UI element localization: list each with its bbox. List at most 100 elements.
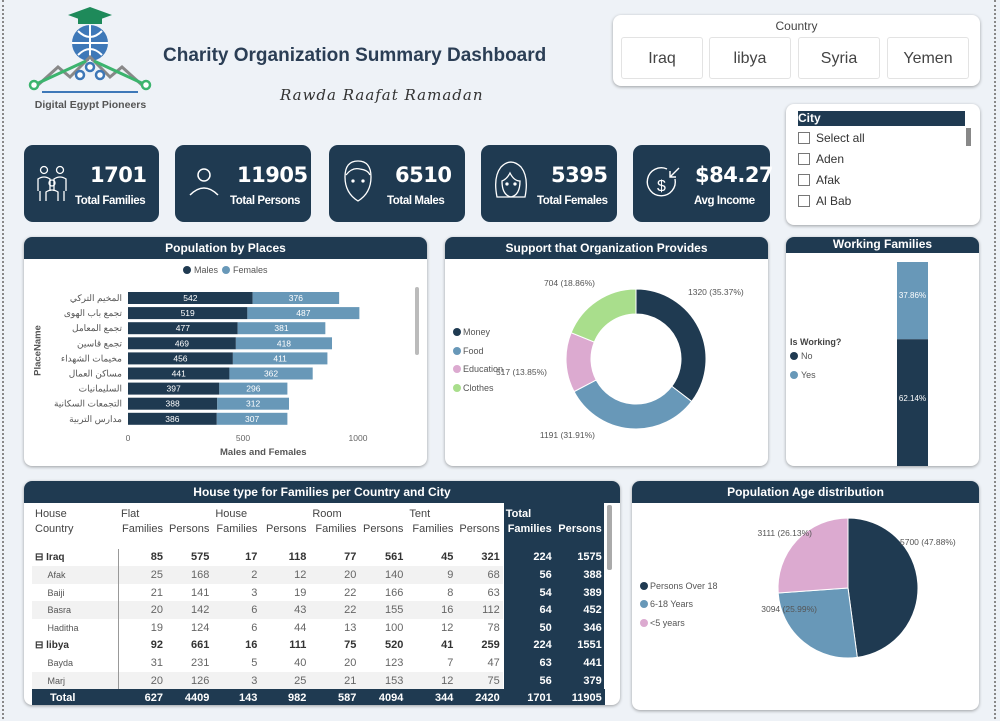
page-title: Charity Organization Summary Dashboard [163, 45, 547, 66]
chart-scrollbar[interactable] [415, 287, 419, 355]
table-cell: 141 [191, 586, 210, 599]
column-header: Persons [169, 522, 210, 535]
table-cell: 118 [288, 551, 307, 564]
total-cell: 627 [144, 692, 163, 705]
total-cell: 344 [435, 692, 454, 705]
table-cell: 16 [245, 639, 258, 652]
table-cell: 7 [447, 656, 454, 669]
table-row-group: ⊟ Iraq 85 575 17 118 77 561 45 321 224 1575 [32, 548, 605, 567]
working-families-chart: Working Families Is Working? No Yes 37.8… [786, 237, 979, 466]
country-option-yemen[interactable]: Yemen [887, 37, 969, 79]
table-cell: 63 [539, 656, 552, 669]
kpi-avg-income: $ $84.27 Avg Income [633, 145, 774, 222]
kpi-total-persons: 11905 Total Persons [175, 145, 311, 222]
checkbox[interactable] [798, 174, 810, 186]
table-cell: 63 [487, 586, 500, 599]
stacked-bar-plot: 37.86% 62.14% [897, 262, 928, 466]
city-slicer-title: City [798, 111, 965, 126]
table-cell: 224 [533, 639, 552, 652]
legend-label: Education [463, 364, 503, 374]
table-cell: 20 [118, 601, 166, 619]
table-cell: 441 [583, 656, 602, 669]
checkbox[interactable] [798, 195, 810, 207]
table-row: Baiji 21 141 3 19 22 166 8 63 54 389 [32, 583, 605, 602]
data-label: 381 [274, 323, 288, 333]
city-option-al-bab[interactable]: Al Bab [798, 194, 851, 208]
table-cell: 68 [456, 566, 503, 584]
country-option-libya[interactable]: libya [709, 37, 791, 79]
table-cell: 5 [251, 656, 258, 669]
table-cell: 389 [583, 586, 602, 599]
table-cell: 19 [294, 586, 307, 599]
bar-plot: 0 500 1000 المخيم التركي 542 376 تجمع باب الهو… [54, 292, 368, 443]
table-cell: 64 [539, 604, 552, 617]
city-label: Aden [816, 152, 845, 166]
table-cell: 6 [212, 601, 261, 619]
country-slicer: Country [613, 15, 980, 86]
city-label: Bayda [32, 654, 119, 672]
data-label: 3094 (25.99%) [761, 604, 817, 614]
table-cell: 43 [260, 601, 310, 619]
legend-label: Persons Over 18 [650, 581, 718, 591]
data-label: 469 [175, 338, 189, 348]
category-label: مخيمات الشهداء [61, 353, 122, 364]
table-cell: 85 [150, 551, 163, 564]
table-row: Basra 20 142 6 43 22 155 16 112 64 452 [32, 601, 605, 619]
bar-females [252, 292, 340, 304]
table-cell: 2 [212, 566, 261, 584]
kpi-label: Avg Income [694, 195, 755, 207]
table-cell: 153 [359, 671, 407, 690]
table-cell: 1551 [577, 639, 602, 652]
checkbox[interactable] [798, 132, 810, 144]
chart-title: Support that Organization Provides [445, 237, 768, 259]
column-header: Persons [266, 522, 307, 535]
data-label: 418 [277, 338, 291, 348]
data-label: 388 [166, 399, 180, 409]
table-cell: 20 [118, 671, 166, 690]
support-chart: Support that Organization Provides 1320 … [445, 237, 768, 466]
slice-clothes [570, 288, 637, 343]
table-scrollbar[interactable] [607, 505, 612, 570]
kpi-value: 1701 [90, 163, 147, 187]
legend-item-females: Females [222, 265, 268, 275]
table-cell: 12 [441, 621, 454, 634]
table-cell: 19 [150, 621, 163, 634]
table-cell: 21 [150, 586, 163, 599]
city-option-afak[interactable]: Afak [798, 173, 840, 187]
slice--5-years [777, 517, 849, 594]
legend-label: Food [463, 346, 484, 356]
country-label[interactable]: ⊟ libya [32, 636, 119, 655]
logo-graphic-icon [28, 7, 152, 93]
data-label: 441 [172, 369, 186, 379]
data-label: 5700 (47.88%) [900, 537, 956, 547]
bar-females [247, 307, 360, 320]
data-label: 411 [273, 353, 287, 363]
table-cell: 92 [150, 639, 163, 652]
country-label[interactable]: ⊟ Iraq [32, 548, 119, 567]
header-row-groups: House Flat House Room Tent Total [32, 505, 605, 523]
table-cell: 520 [385, 639, 404, 652]
table-cell: 47 [487, 656, 500, 669]
table-cell: 3 [212, 671, 261, 690]
column-header: Persons [558, 522, 602, 535]
checkbox[interactable] [798, 153, 810, 165]
bar-females [217, 397, 289, 410]
city-option-aden[interactable]: Aden [798, 152, 844, 166]
column-header: Families [315, 522, 357, 535]
category-label: تجمع قاسين [77, 338, 122, 349]
table-cell: 12 [406, 671, 457, 690]
city-slicer-scrollbar[interactable] [966, 128, 971, 146]
table-row: Haditha 19 124 6 44 13 100 12 78 50 346 [32, 618, 605, 637]
total-cell: 4409 [184, 692, 210, 705]
table-cell: 22 [344, 586, 357, 599]
legend-title: Is Working? [790, 337, 842, 347]
author-name: Rawda Raafat Ramadan [280, 86, 484, 104]
kpi-label: Total Families [75, 195, 146, 207]
country-option-syria[interactable]: Syria [798, 37, 880, 79]
table-title: House type for Families per Country and … [24, 481, 620, 503]
city-option-select-all[interactable]: Select all [798, 131, 865, 145]
family-icon [37, 165, 67, 201]
table-cell: 41 [441, 639, 454, 652]
country-option-iraq[interactable]: Iraq [621, 37, 703, 79]
city-label: Haditha [32, 618, 119, 637]
